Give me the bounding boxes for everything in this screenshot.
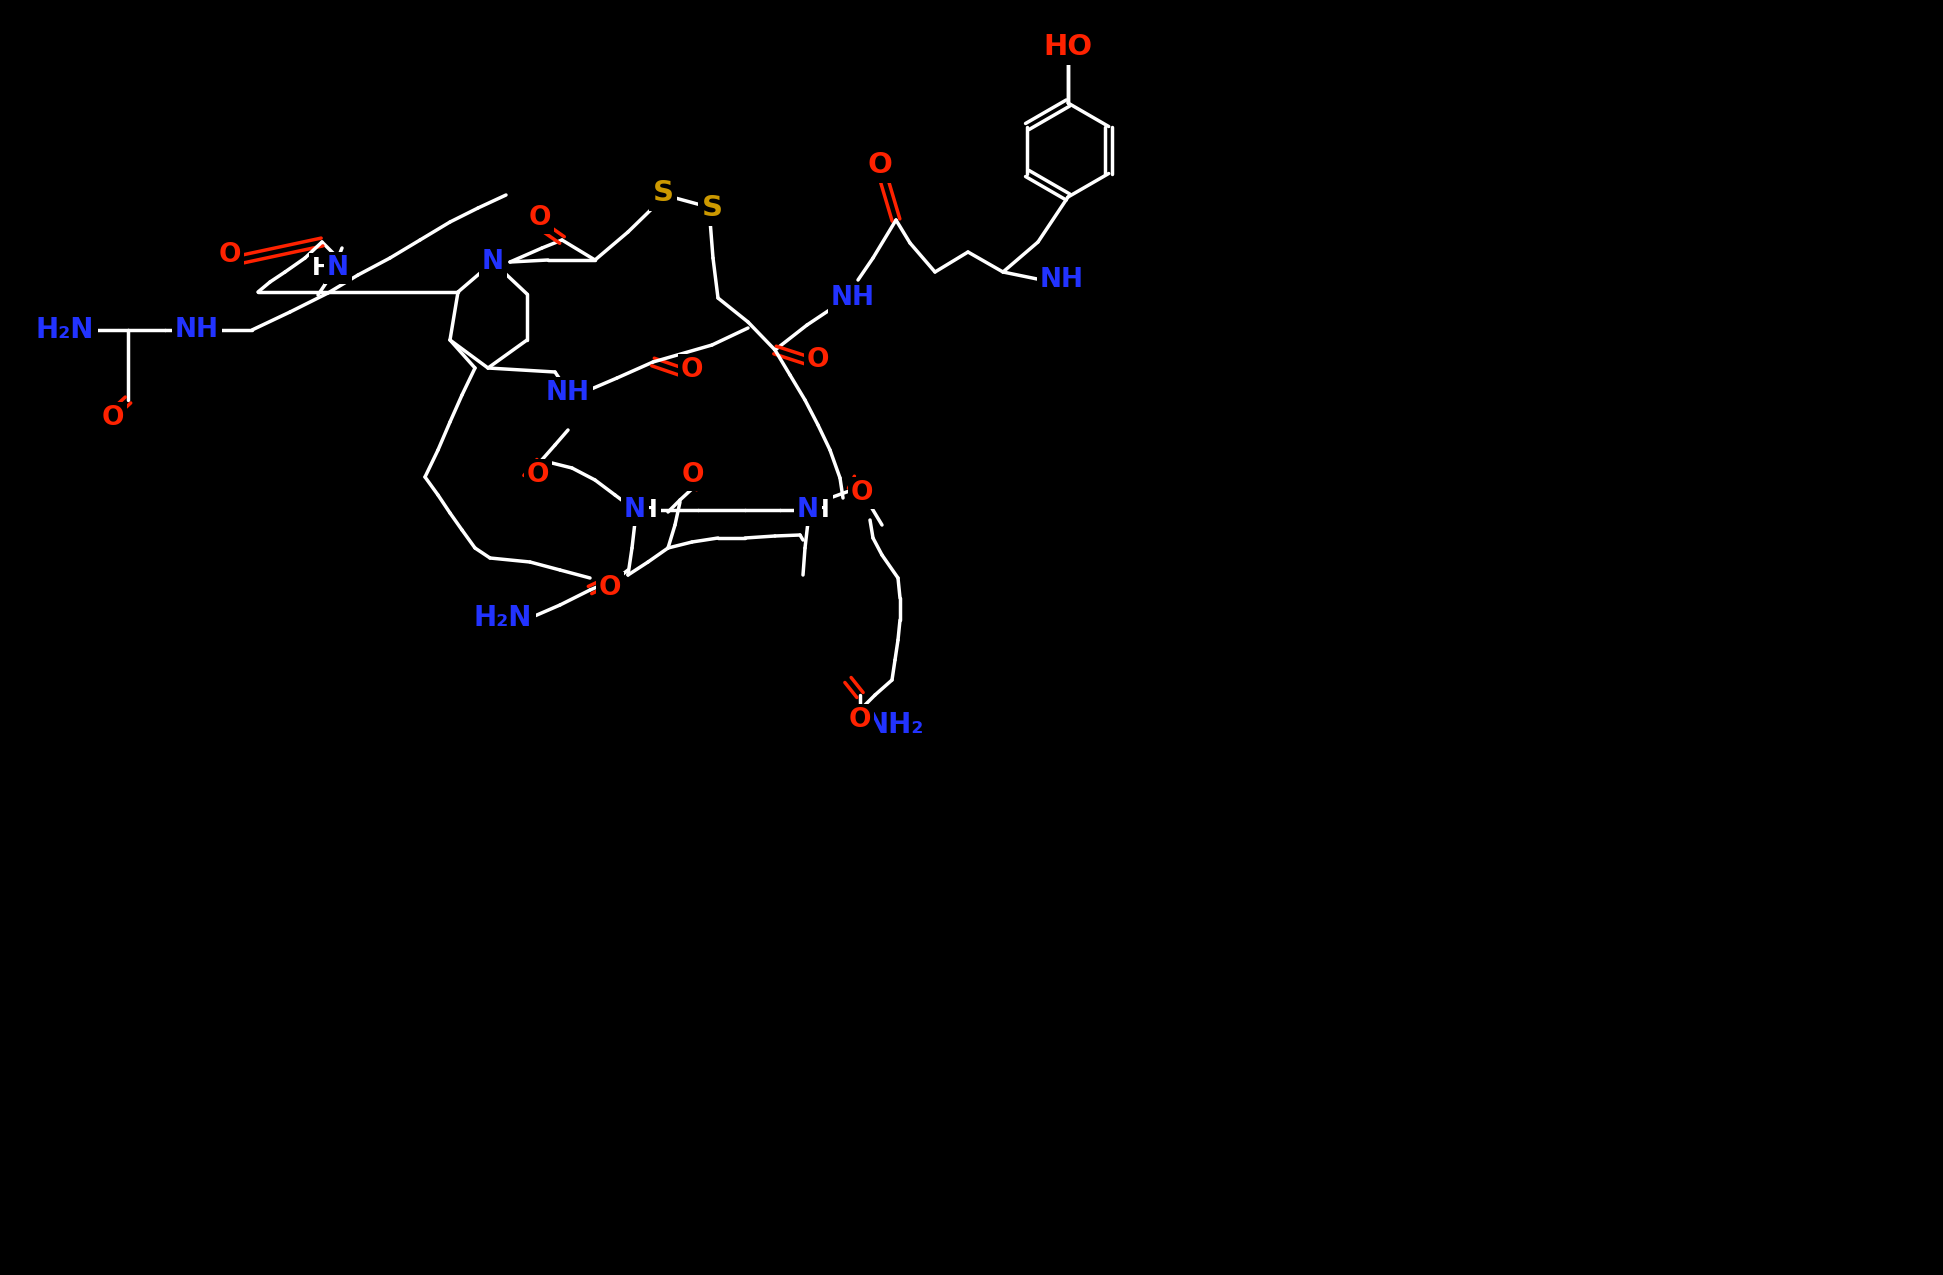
Text: NH: NH [546,380,591,405]
Text: O: O [682,462,703,488]
Text: NH: NH [832,286,874,311]
Text: O: O [680,357,703,382]
Text: O: O [528,205,552,231]
Text: H: H [637,499,659,521]
Text: O: O [598,575,622,601]
Text: N: N [624,497,645,523]
Text: NH: NH [1040,266,1084,293]
Text: H₂N: H₂N [35,316,93,344]
Text: NH: NH [175,317,220,343]
Text: NH₂: NH₂ [867,711,925,739]
Text: H: H [810,499,830,521]
Text: O: O [869,150,892,178]
Text: N: N [482,249,503,275]
Text: O: O [527,462,550,488]
Text: O: O [101,405,124,431]
Text: S: S [653,179,674,207]
Text: S: S [701,194,723,222]
Text: O: O [220,242,241,268]
Text: O: O [849,708,870,733]
Text: HO: HO [1043,33,1092,61]
Text: O: O [806,347,830,374]
Text: H: H [313,256,332,280]
Text: H₂N: H₂N [474,604,532,632]
Text: N: N [797,497,820,523]
Text: N: N [326,255,350,280]
Text: O: O [851,479,872,506]
